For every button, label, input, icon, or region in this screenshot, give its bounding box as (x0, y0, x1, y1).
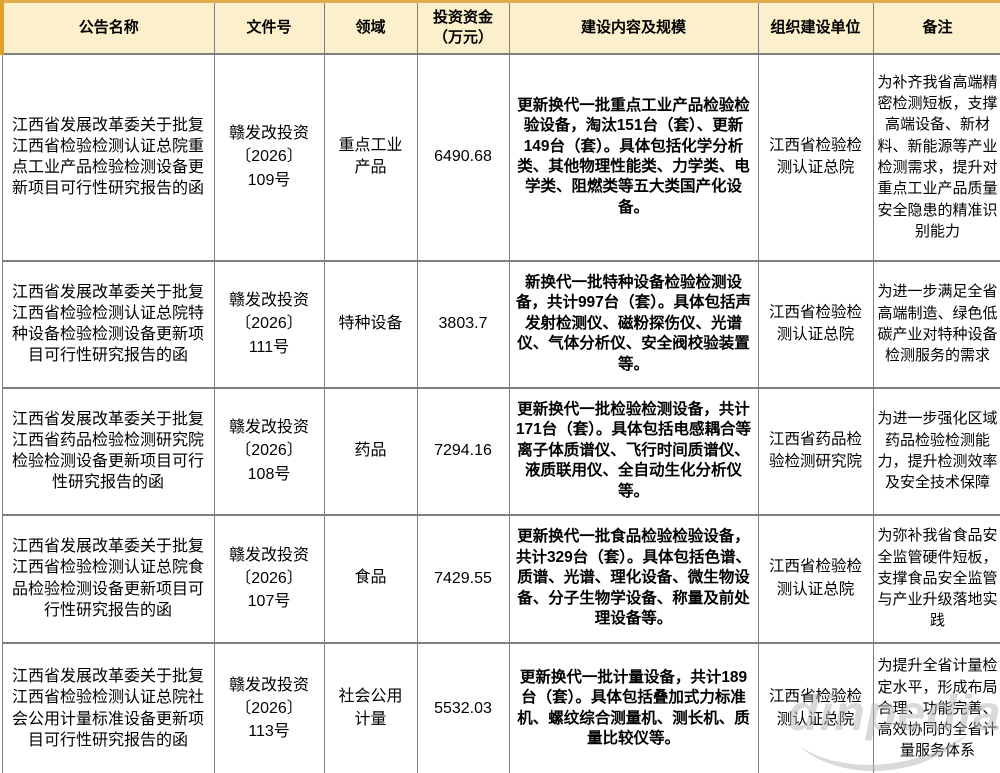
cell-organizing-unit: 江西省检验检 测认证总院 (757, 52, 874, 262)
table-row: 江西省发展改革委关于批复江西省药品检验检测研究院检验检测设备更新项目可行性研究报… (1, 386, 1000, 516)
cell-field: 食品 (323, 513, 418, 644)
cell-field: 药品 (323, 386, 418, 516)
cell-announcement-name: 江西省发展改革委关于批复江西省药品检验检测研究院检验检测设备更新项目可行性研究报… (1, 386, 215, 516)
cell-remarks: 为进一步强化区域药品检验检测能力，提升检测效率及安全技术保障 (872, 386, 1000, 516)
cell-organizing-unit: 江西省检验检 测认证总院 (757, 641, 874, 773)
cell-organizing-unit: 江西省药品检 验检测研究院 (757, 386, 874, 516)
cell-field: 社会公用 计量 (323, 641, 418, 773)
header-field: 领域 (323, 0, 418, 55)
table-row: 江西省发展改革委关于批复江西省检验检测认证总院特种设备检验检测设备更新项目可行性… (1, 259, 1000, 389)
table-row: 江西省发展改革委关于批复江西省检验检测认证总院重点工业产品检验检测设备更新项目可… (1, 52, 1000, 262)
header-remarks: 备注 (872, 0, 1000, 55)
header-document-number: 文件号 (213, 0, 325, 55)
cell-announcement-name: 江西省发展改革委关于批复江西省检验检测认证总院食品检验检测设备更新项目可行性研究… (1, 513, 215, 644)
cell-investment-amount: 7429.55 (416, 513, 510, 644)
cell-investment-amount: 5532.03 (416, 641, 510, 773)
cell-investment-amount: 7294.16 (416, 386, 510, 516)
cell-document-number: 赣发改投资 〔2026〕 107号 (213, 513, 325, 644)
header-construction-content: 建设内容及规模 (508, 0, 759, 55)
cell-field: 特种设备 (323, 259, 418, 389)
cell-remarks: 为弥补我省食品安全监管硬件短板，支撑食品安全监管与产业升级落地实践 (872, 513, 1000, 644)
cell-construction-content: 更新换代一批食品检验检验设备，共计329台（套）。具体包括色谱、质谱、光谱、理化… (508, 513, 759, 644)
header-announcement-name: 公告名称 (0, 0, 215, 55)
cell-remarks: 为补齐我省高端精密检测短板，支撑高端设备、新材料、新能源等产业检测需求，提升对重… (872, 52, 1000, 262)
header-investment-amount: 投资资金 （万元） (416, 0, 510, 55)
cell-document-number: 赣发改投资 〔2026〕 111号 (213, 259, 325, 389)
cell-investment-amount: 6490.68 (416, 52, 510, 262)
cell-investment-amount: 3803.7 (416, 259, 510, 389)
cell-construction-content: 更新换代一批计量设备，共计189台（套）。具体包括叠加式力标准机、螺纹综合测量机… (508, 641, 759, 773)
cell-construction-content: 新换代一批特种设备检验检测设备，共计997台（套）。具体包括声发射检测仪、磁粉探… (508, 259, 759, 389)
cell-field: 重点工业 产品 (323, 52, 418, 262)
table-row: 江西省发展改革委关于批复江西省检验检测认证总院社会公用计量标准设备更新项目可行性… (1, 641, 1000, 773)
cell-organizing-unit: 江西省检验检 测认证总院 (757, 513, 874, 644)
table-header-row: 公告名称 文件号 领域 投资资金 （万元） 建设内容及规模 组织建设单位 备注 (0, 0, 1000, 55)
cell-document-number: 赣发改投资 〔2026〕 109号 (213, 52, 325, 262)
header-organizing-unit: 组织建设单位 (757, 0, 874, 55)
table-row: 江西省发展改革委关于批复江西省检验检测认证总院食品检验检测设备更新项目可行性研究… (1, 513, 1000, 644)
cell-construction-content: 更新换代一批重点工业产品检验检验设备，淘汰151台（套）、更新149台（套）。具… (508, 52, 759, 262)
cell-remarks: 为进一步满足全省高端制造、绿色低碳产业对特种设备检测服务的需求 (872, 259, 1000, 389)
cell-announcement-name: 江西省发展改革委关于批复江西省检验检测认证总院社会公用计量标准设备更新项目可行性… (1, 641, 215, 773)
cell-organizing-unit: 江西省检验检 测认证总院 (757, 259, 874, 389)
cell-document-number: 赣发改投资 〔2026〕 113号 (213, 641, 325, 773)
cell-announcement-name: 江西省发展改革委关于批复江西省检验检测认证总院重点工业产品检验检测设备更新项目可… (1, 52, 215, 262)
cell-document-number: 赣发改投资 〔2026〕 108号 (213, 386, 325, 516)
cell-construction-content: 更新换代一批检验检测设备，共计171台（套）。具体包括电感耦合等离子体质谱仪、飞… (508, 386, 759, 516)
cell-announcement-name: 江西省发展改革委关于批复江西省检验检测认证总院特种设备检验检测设备更新项目可行性… (1, 259, 215, 389)
cell-remarks: 为提升全省计量检定水平，形成布局合理、功能完善、高效协同的全省计量服务体系 (872, 641, 1000, 773)
